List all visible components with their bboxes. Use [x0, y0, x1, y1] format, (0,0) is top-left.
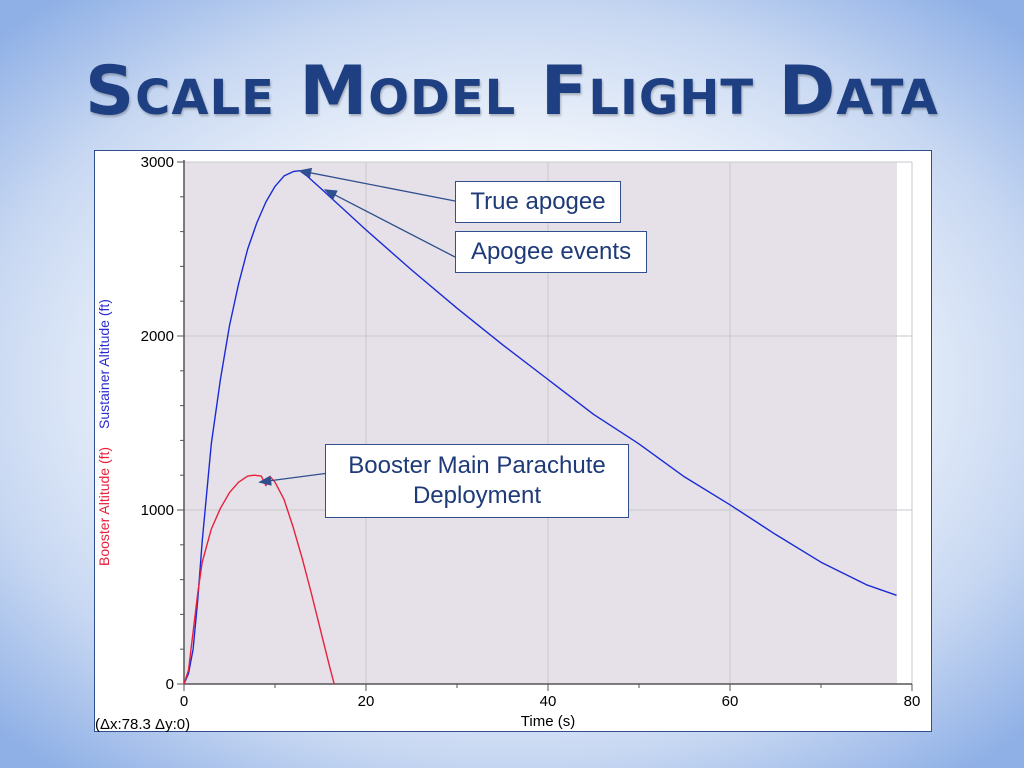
- chart-frame: 0 20 40 60 80 0 1000 2000 3000 Time (s) Sustaine…: [94, 150, 932, 733]
- annotation-arrow: [323, 189, 456, 258]
- annotation-arrow: [298, 167, 456, 202]
- callout-true-apogee: True apogee: [455, 181, 621, 223]
- x-axis-label: Time (s): [521, 713, 575, 730]
- callout-apogee-events: Apogee events: [455, 231, 647, 273]
- x-tick-label: 20: [358, 693, 375, 710]
- x-tick-label: 0: [180, 693, 188, 710]
- x-tick-label: 40: [540, 693, 557, 710]
- callout-booster-parachute: Booster Main Parachute Deployment: [325, 444, 629, 518]
- axes: 0 20 40 60 80 0 1000 2000 3000: [141, 154, 921, 710]
- y-tick-label: 0: [166, 676, 174, 693]
- y-tick-label: 3000: [141, 154, 174, 171]
- x-tick-label: 60: [722, 693, 739, 710]
- delta-readout: (Δx:78.3 Δy:0): [95, 716, 190, 733]
- y-axis-label-booster: Booster Altitude (ft): [96, 447, 112, 566]
- y-tick-label: 2000: [141, 328, 174, 345]
- series-line-booster: [183, 474, 335, 685]
- y-axis-label-sustainer: Sustainer Altitude (ft): [96, 299, 112, 429]
- annotation-arrows: [258, 167, 456, 486]
- y-tick-label: 1000: [141, 502, 174, 519]
- x-tick-label: 80: [904, 693, 921, 710]
- annotation-arrow: [258, 472, 330, 486]
- slide-title: Scale Model Flight Data: [85, 52, 939, 131]
